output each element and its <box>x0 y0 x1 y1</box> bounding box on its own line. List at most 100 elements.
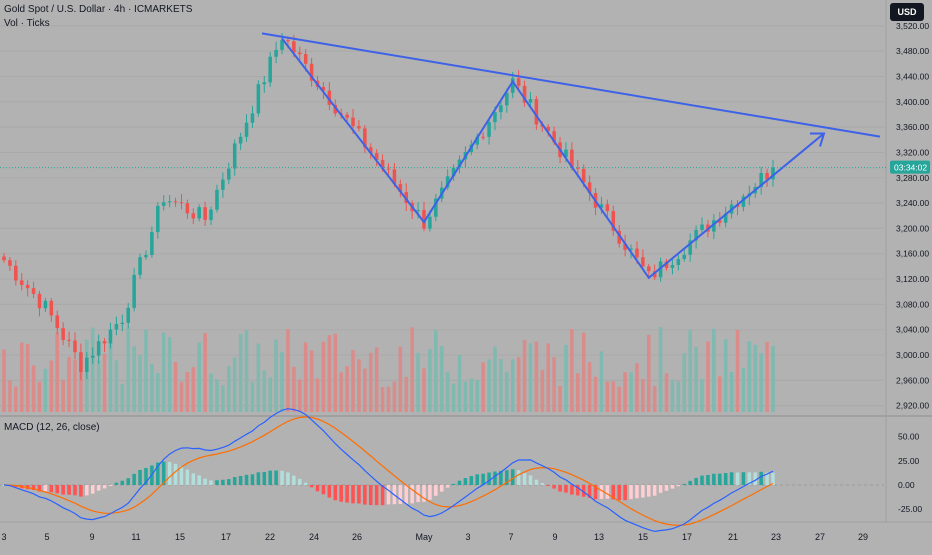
volume-bar <box>173 361 178 412</box>
candle-body <box>25 284 30 289</box>
candle-body <box>457 159 462 168</box>
macd-histogram-bar <box>327 485 332 498</box>
candle-body <box>96 341 101 356</box>
volume-bar <box>481 362 485 412</box>
candle-body <box>552 131 556 143</box>
macd-histogram-bar <box>694 477 698 485</box>
candle-body <box>605 204 610 212</box>
candle-body <box>61 328 65 340</box>
macd-histogram-bar <box>753 472 758 485</box>
macd-histogram-bar <box>274 470 278 485</box>
volume-bar <box>706 341 710 412</box>
macd-histogram-bar <box>303 482 308 485</box>
volume-bar <box>505 371 509 412</box>
volume-bar <box>339 372 343 412</box>
candle-body <box>493 112 497 123</box>
volume-bar <box>55 332 60 412</box>
volume-bar <box>303 342 308 412</box>
countdown-label: 03:34:02 <box>894 163 927 173</box>
macd-histogram-bar <box>629 485 633 500</box>
candle-body <box>587 182 592 194</box>
volume-bar <box>161 332 166 412</box>
volume-bar <box>67 357 71 412</box>
candle-body <box>717 220 722 223</box>
candle-body <box>256 84 261 114</box>
candle-body <box>434 198 438 217</box>
macd-histogram-bar <box>173 463 178 485</box>
candle-body <box>416 209 420 212</box>
macd-histogram-bar <box>156 462 160 485</box>
currency-button[interactable]: USD <box>890 3 924 21</box>
candle-body <box>576 167 580 169</box>
candle-body <box>309 63 314 81</box>
candle-body <box>161 202 166 206</box>
macd-histogram-bar <box>676 485 681 487</box>
volume-bar <box>297 379 302 412</box>
symbol-title[interactable]: Gold Spot / U.S. Dollar · 4h · ICMARKETS <box>4 4 193 15</box>
volume-bar <box>457 355 462 412</box>
candle-body <box>635 248 639 258</box>
volume-bar <box>197 342 201 412</box>
volume-bar <box>380 386 385 412</box>
volume-bar <box>156 373 160 412</box>
volume-bar <box>605 381 610 412</box>
time-tick-label: 3 <box>465 532 470 542</box>
macd-histogram-bar <box>688 480 692 485</box>
volume-bar <box>712 328 716 412</box>
candle-body <box>688 240 692 255</box>
macd-histogram-bar <box>209 480 213 485</box>
volume-label[interactable]: Vol · Ticks <box>4 18 50 29</box>
macd-histogram-bar <box>79 485 83 497</box>
time-tick-label: 22 <box>265 532 275 542</box>
macd-histogram-bar <box>67 485 71 495</box>
volume-bar <box>487 359 491 412</box>
volume-bar <box>368 352 373 412</box>
candle-body <box>487 122 491 137</box>
candle-body <box>658 261 663 278</box>
candle-body <box>475 136 480 145</box>
macd-histogram-bar <box>161 461 166 485</box>
candle-body <box>90 355 95 358</box>
volume-bar <box>581 332 586 412</box>
candle-body <box>132 274 136 308</box>
time-tick-label: 5 <box>44 532 49 542</box>
candle-body <box>623 243 627 250</box>
candle-body <box>682 254 687 259</box>
time-tick-label: 13 <box>594 532 604 542</box>
volume-bar <box>428 349 432 412</box>
candle-body <box>167 201 172 203</box>
candle-body <box>499 105 503 113</box>
candle-body <box>209 209 213 220</box>
volume-bar <box>43 368 48 412</box>
macd-histogram-bar <box>771 472 775 485</box>
volume-bar <box>374 347 379 412</box>
macd-label[interactable]: MACD (12, 26, close) <box>4 422 100 433</box>
candle-body <box>43 300 48 309</box>
candle-body <box>345 114 349 118</box>
macd-histogram-bar <box>611 485 616 500</box>
volume-bar <box>617 386 621 412</box>
macd-histogram-bar <box>499 470 503 485</box>
volume-bar <box>664 373 669 412</box>
time-tick-label: 11 <box>131 532 140 542</box>
volume-bar <box>516 357 521 412</box>
volume-bar <box>315 378 320 412</box>
volume-bar <box>90 327 95 412</box>
candle-body <box>759 172 763 187</box>
volume-bar <box>114 360 119 412</box>
volume-bar <box>357 359 361 412</box>
candle-body <box>670 265 675 268</box>
candle-body <box>629 248 633 250</box>
macd-histogram-bar <box>552 485 556 489</box>
volume-bar <box>238 333 243 412</box>
volume-bar <box>700 379 704 412</box>
candle-body <box>292 41 296 53</box>
macd-histogram-bar <box>374 485 379 506</box>
candle-body <box>351 117 355 127</box>
price-tick-label: 3,000.00 <box>896 350 929 360</box>
candle-body <box>114 324 119 330</box>
candle-body <box>528 99 533 103</box>
volume-bar <box>540 369 545 412</box>
